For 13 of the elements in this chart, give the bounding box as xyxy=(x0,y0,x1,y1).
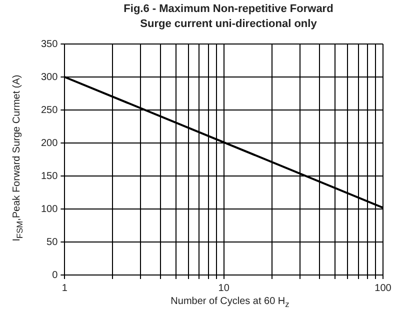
y-tick-label: 200 xyxy=(40,138,58,149)
y-tick-label: 150 xyxy=(40,170,58,182)
y-tick-label: 50 xyxy=(46,236,58,248)
y-tick-label: 250 xyxy=(40,104,58,116)
x-tick-label: 1 xyxy=(62,282,68,294)
x-axis-title: Number of Cycles at 60 H$_{z}$ xyxy=(170,296,290,309)
x-tick-label: 10 xyxy=(218,282,230,294)
y-tick-label: 0 xyxy=(52,270,58,281)
y-tick-label: 100 xyxy=(40,204,58,215)
y-tick-label: 300 xyxy=(40,72,58,83)
chart-title: Fig.6 - Maximum Non-repetitive Forward Surge current uni-directional only xyxy=(122,2,334,32)
y-tick-label: 350 xyxy=(40,38,58,50)
x-tick-label: 100 xyxy=(374,282,392,294)
